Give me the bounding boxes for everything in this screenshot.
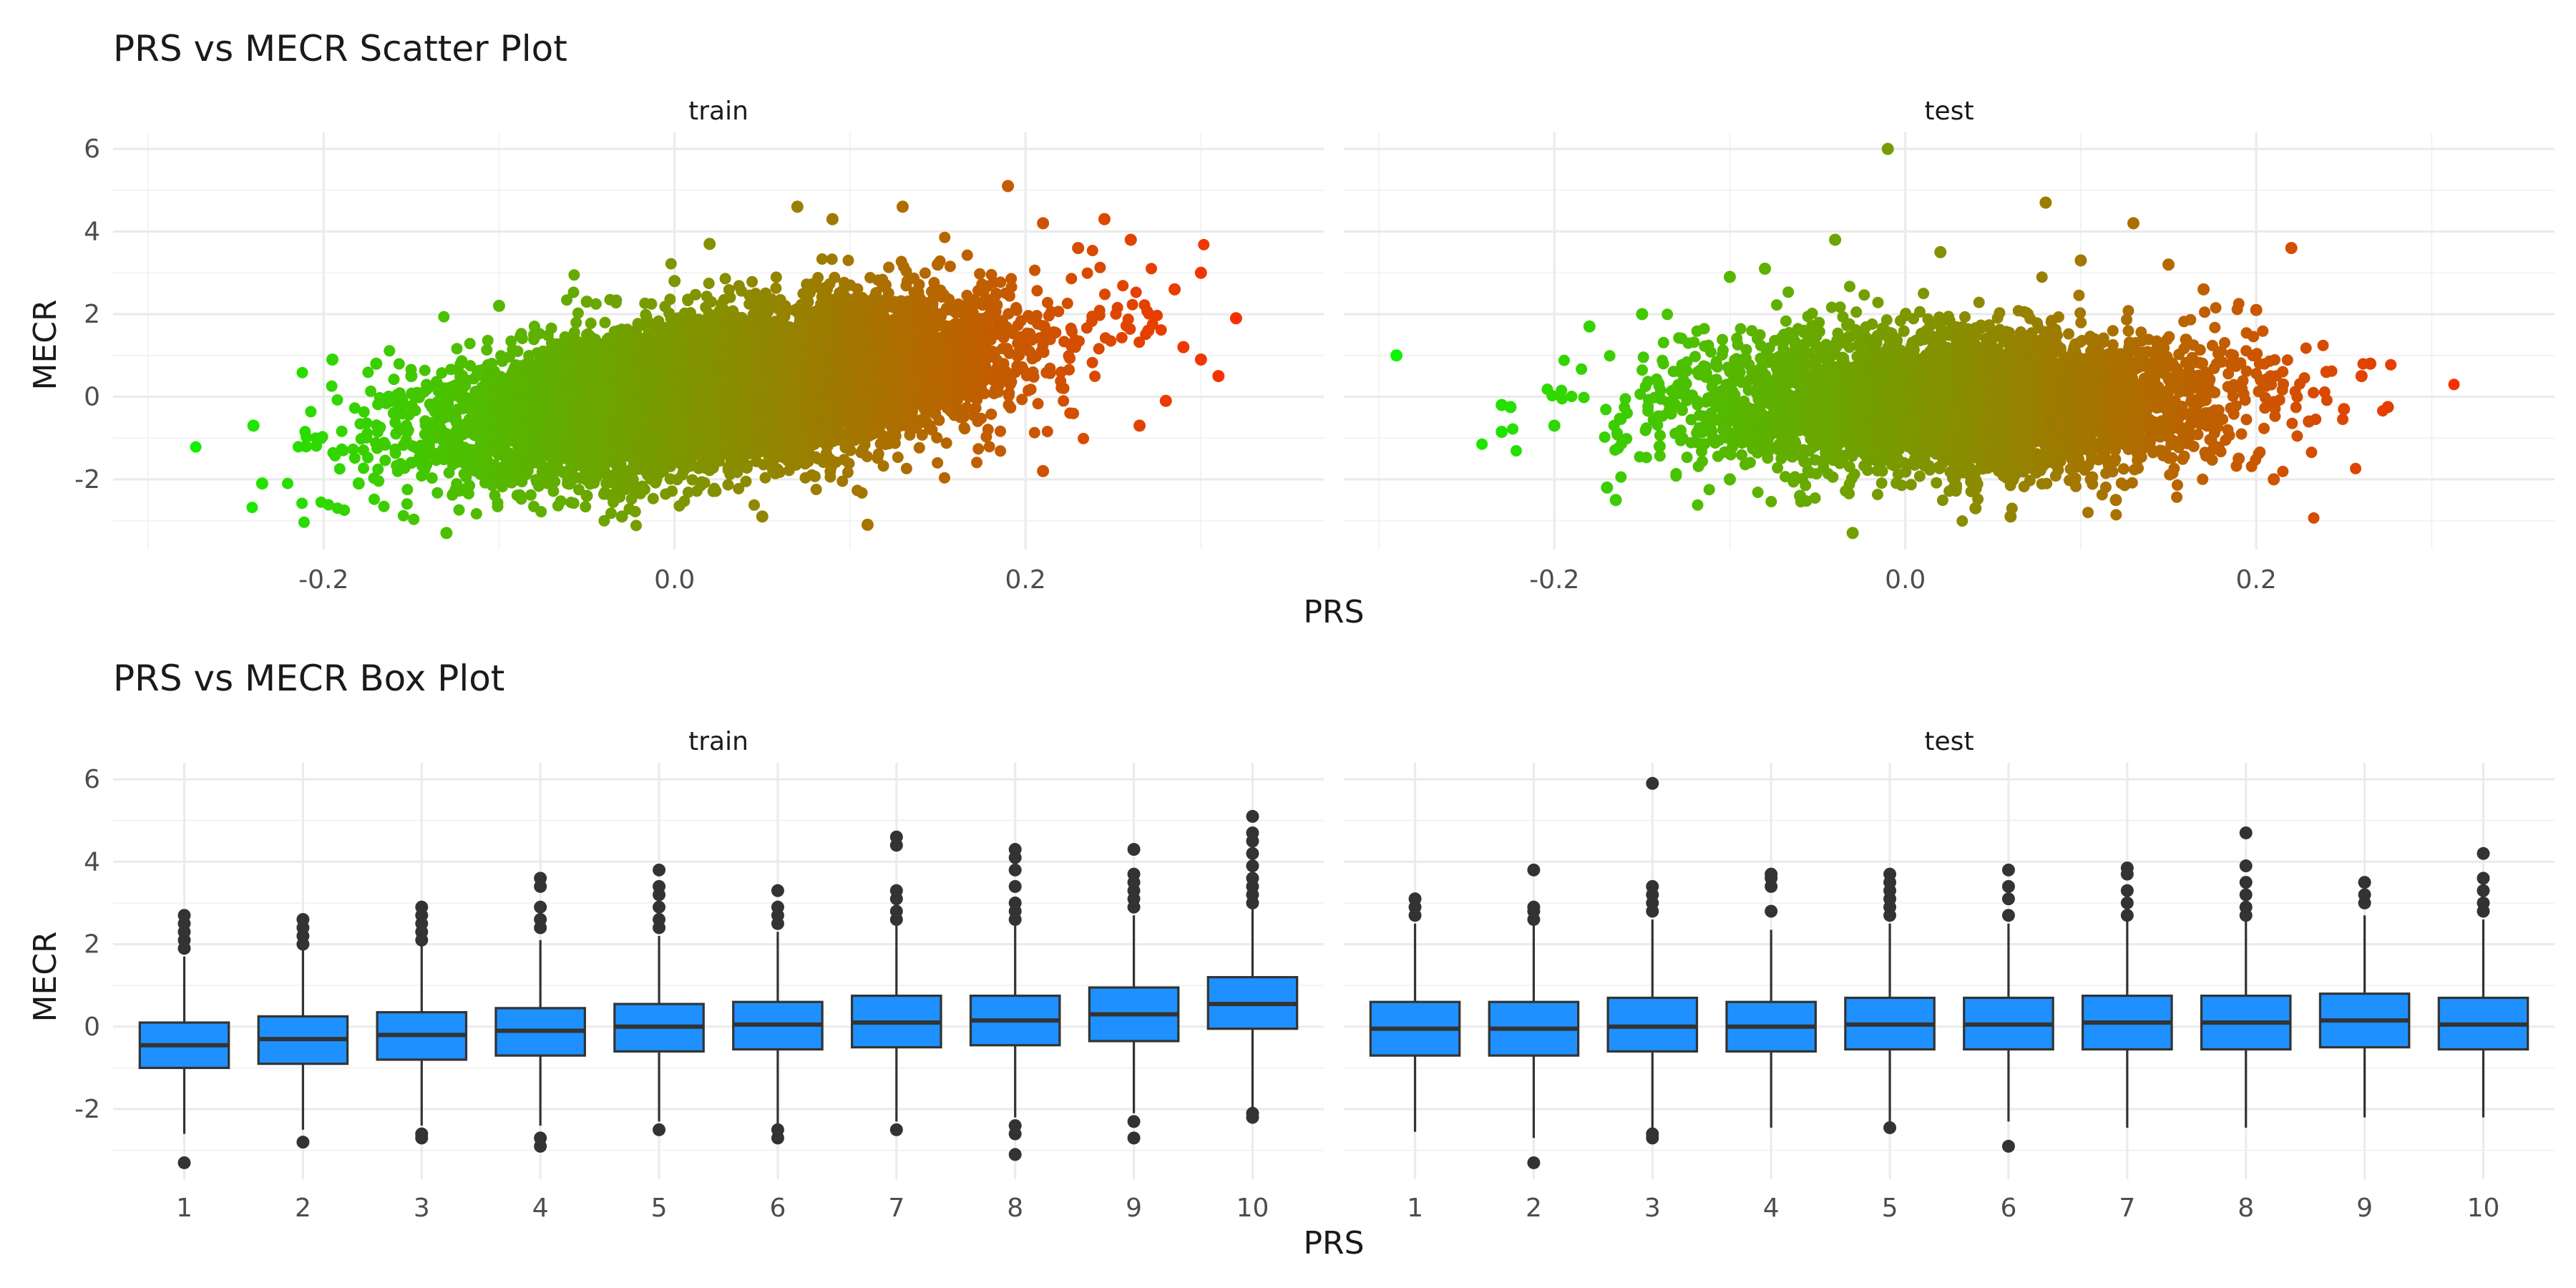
scatter-point: [1089, 370, 1101, 382]
scatter-point: [585, 317, 597, 329]
scatter-point: [892, 452, 904, 463]
scatter-point: [900, 462, 912, 474]
scatter-point: [393, 358, 405, 370]
scatter-point: [836, 475, 849, 487]
scatter-panel-train: -0.2 0.0 0.2: [113, 132, 1324, 595]
scatter-point: [1122, 313, 1134, 326]
scatter-point: [333, 463, 346, 475]
scatter-point: [972, 443, 985, 455]
scatter-point: [190, 441, 202, 453]
scatter-point: [391, 465, 404, 477]
scatter-point: [804, 287, 816, 299]
scatter-point: [1042, 296, 1053, 308]
scatter-point: [961, 249, 973, 261]
scatter-point: [722, 479, 734, 491]
scatter-point: [841, 467, 854, 479]
scatter-point: [331, 394, 343, 406]
scatter-point: [810, 484, 822, 495]
scatter-point: [944, 260, 956, 273]
scatter-point: [645, 298, 658, 310]
scatter-point: [939, 231, 951, 243]
scatter-point: [464, 338, 476, 350]
scatter-point: [436, 367, 448, 379]
scatter-point: [525, 489, 537, 501]
scatter-point: [913, 441, 925, 454]
scatter-point: [665, 313, 677, 325]
scatter-point: [572, 307, 584, 319]
scatter-point: [246, 502, 258, 514]
scatter-point: [482, 334, 494, 346]
scatter-point: [1099, 332, 1111, 344]
scatter-point: [1099, 288, 1111, 301]
scatter-point: [995, 445, 1007, 457]
scatter-point: [296, 366, 308, 379]
scatter-point: [282, 477, 293, 489]
scatter-point: [983, 441, 995, 453]
scatter-point: [373, 475, 385, 487]
scatter-point: [1058, 382, 1070, 394]
scatter-point: [388, 374, 400, 386]
scatter-point: [453, 504, 465, 516]
scatter-point: [407, 389, 419, 401]
scatter-point: [599, 316, 611, 328]
scatter-point: [449, 483, 462, 495]
scatter-point: [401, 498, 413, 510]
scatter-point: [900, 280, 912, 292]
scatter-point: [740, 475, 752, 487]
scatter-point: [397, 509, 409, 522]
scatter-point: [939, 472, 950, 484]
scatter-point: [326, 380, 338, 392]
scatter-point: [454, 358, 467, 371]
scatter-point: [298, 516, 310, 528]
scatter-point: [770, 271, 782, 283]
scatter-point: [1198, 238, 1210, 250]
scatter-point: [919, 267, 931, 279]
scatter-point: [555, 495, 567, 507]
scatter-point: [1028, 426, 1040, 439]
scatter-point: [958, 421, 970, 434]
scatter-point: [1005, 273, 1018, 285]
scatter-point: [511, 489, 523, 502]
scatter-point: [401, 484, 414, 496]
scatter-point: [816, 253, 828, 265]
scatter-point: [378, 500, 390, 512]
scatter-point: [311, 440, 323, 452]
scatter-point: [336, 425, 348, 437]
scatter-point: [369, 493, 380, 505]
scatter-point: [436, 444, 449, 456]
scatter-point: [1116, 331, 1128, 343]
scatter-point: [1117, 280, 1129, 292]
scatter-point: [389, 447, 401, 459]
scatter-point: [974, 268, 986, 280]
scatter-point: [748, 499, 760, 511]
scatter-point: [932, 457, 944, 469]
scatter-point-cloud: [190, 231, 1210, 532]
scatter-point: [492, 497, 504, 509]
scatter-point: [701, 291, 713, 303]
scatter-point: [408, 513, 420, 525]
scatter-point: [565, 497, 577, 509]
scatter-point: [379, 454, 391, 467]
scatter-point: [703, 278, 715, 289]
scatter-point: [1063, 364, 1075, 376]
scatter-point: [570, 316, 582, 328]
scatter-point: [733, 482, 745, 494]
scatter-point: [362, 452, 374, 464]
scatter-point: [1086, 356, 1098, 369]
scatter-point: [770, 282, 782, 294]
scatter-point: [358, 462, 370, 474]
